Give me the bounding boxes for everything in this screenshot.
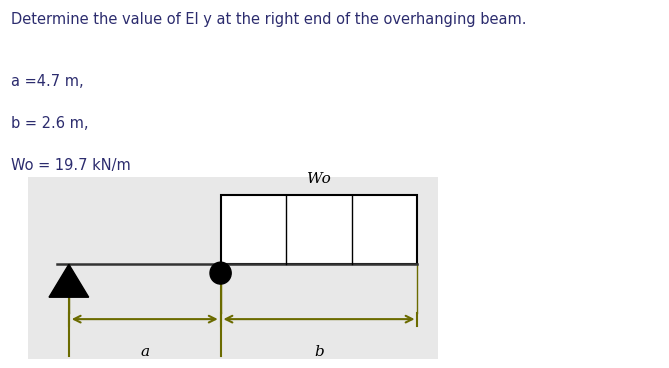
Text: b = 2.6 m,: b = 2.6 m, (11, 116, 89, 131)
Bar (221, 195, 417, 264)
Ellipse shape (210, 262, 231, 284)
Polygon shape (49, 264, 89, 297)
Text: a: a (140, 345, 149, 359)
Text: Determine the value of El y at the right end of the overhanging beam.: Determine the value of El y at the right… (11, 13, 527, 27)
Bar (28, 177, 438, 359)
Text: Wo: Wo (307, 172, 331, 186)
Text: b: b (314, 345, 324, 359)
Text: a =4.7 m,: a =4.7 m, (11, 74, 84, 89)
Text: Wo = 19.7 kN/m: Wo = 19.7 kN/m (11, 159, 131, 173)
